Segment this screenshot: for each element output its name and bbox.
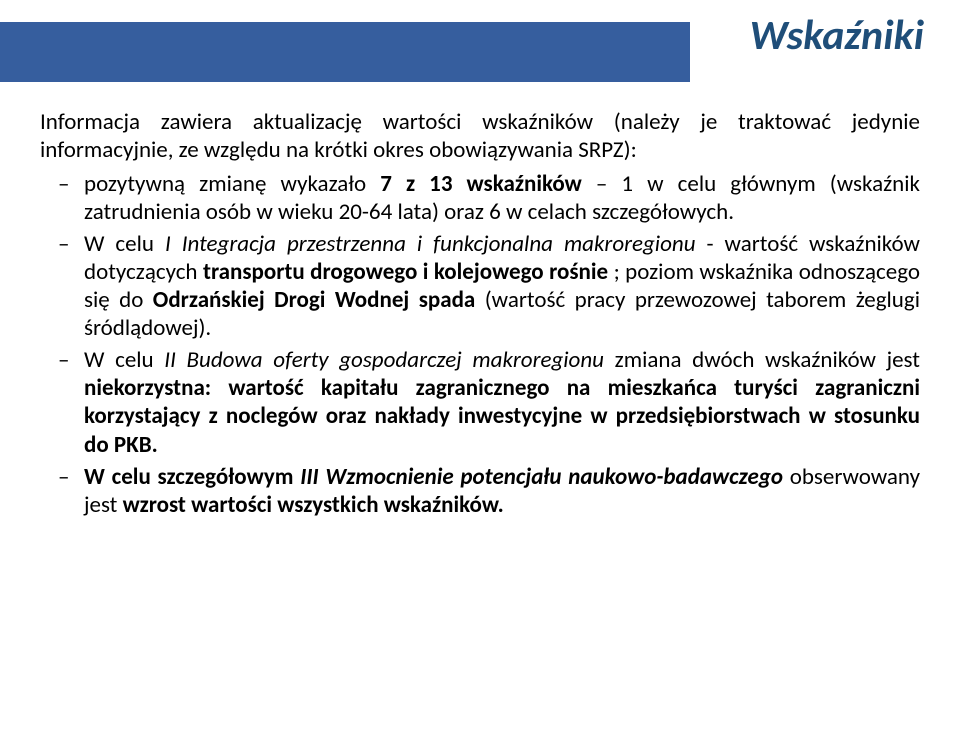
text-run-italic: II Budowa oferty gospodarczej makroregio… — [164, 346, 614, 374]
text-run-bold: transportu drogowego i kolejowego rośnie — [203, 258, 614, 286]
page-title: Wskaźniki — [750, 10, 924, 61]
list-item: W celu I Integracja przestrzenna i funkc… — [84, 230, 920, 342]
text-run-bold: niekorzystna: wartość kapitału zagranicz… — [84, 374, 920, 458]
list-item: W celu szczegółowym III Wzmocnienie pote… — [84, 463, 920, 519]
text-run-bold-italic: III Wzmocnienie potencjału naukowo-badaw… — [300, 463, 790, 491]
list-item: W celu II Budowa oferty gospodarczej mak… — [84, 346, 920, 458]
text-run: pozytywną zmianę wykazało — [84, 170, 380, 198]
lead-paragraph: Informacja zawiera aktualizację wartości… — [40, 108, 920, 164]
content-block: Informacja zawiera aktualizację wartości… — [40, 108, 920, 523]
text-run-bold: wzrost wartości wszystkich wskaźników. — [123, 491, 504, 519]
header-bar — [0, 22, 690, 82]
text-run: W celu — [84, 230, 165, 258]
text-run-bold: Odrzańskiej Drogi Wodnej spada — [153, 286, 485, 314]
text-run-bold: W celu szczegółowym — [84, 463, 300, 491]
text-run: W celu — [84, 346, 164, 374]
text-run-bold: 7 z 13 wskaźników — [380, 170, 596, 198]
text-run-italic: I Integracja przestrzenna i funkcjonalna… — [165, 230, 707, 258]
bullet-list: pozytywną zmianę wykazało 7 z 13 wskaźni… — [40, 170, 920, 519]
text-run: zmiana dwóch wskaźników jest — [615, 346, 920, 374]
list-item: pozytywną zmianę wykazało 7 z 13 wskaźni… — [84, 170, 920, 226]
